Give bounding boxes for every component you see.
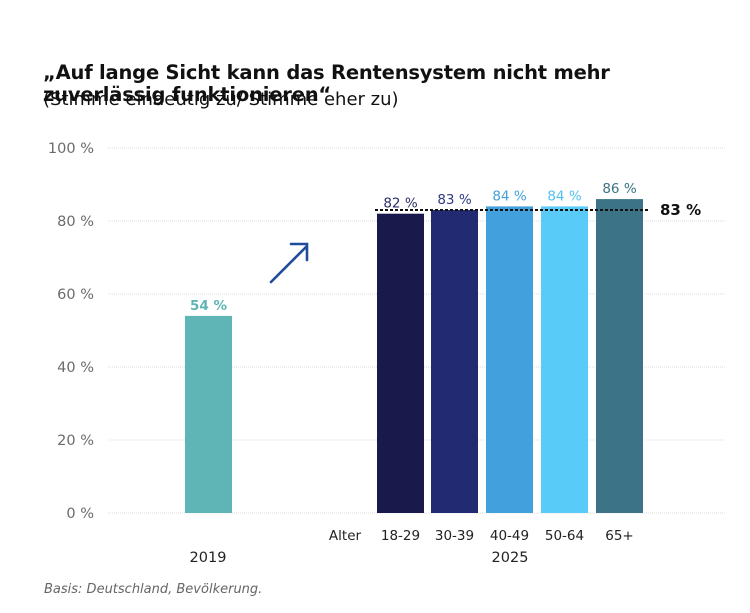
x-category-prefix: Alter — [329, 528, 362, 544]
data-label: 84 % — [547, 188, 581, 204]
data-label: 84 % — [492, 188, 526, 204]
data-label: 54 % — [190, 298, 227, 314]
bars — [185, 199, 643, 514]
x-group-label: 2025 — [492, 550, 529, 566]
x-group-label: 2019 — [190, 550, 227, 566]
average-label: 83 % — [660, 201, 701, 219]
data-labels: 54 % 82 % 83 % 84 % 84 % 86 % — [190, 181, 637, 314]
y-axis: 0 % 20 % 40 % 60 % 80 % 100 % — [48, 141, 94, 522]
y-tick-label: 40 % — [57, 360, 94, 376]
trend-arrow-icon — [269, 242, 309, 284]
y-tick-label: 20 % — [57, 433, 94, 449]
data-label: 83 % — [437, 192, 471, 208]
bar — [185, 315, 232, 513]
y-tick-label: 80 % — [57, 214, 94, 230]
y-tick-label: 60 % — [57, 287, 94, 303]
footnote: Basis: Deutschland, Bevölkerung. — [44, 582, 263, 597]
x-category-label: 50-64 — [545, 528, 584, 544]
y-tick-label: 0 % — [66, 506, 94, 522]
chart-subtitle: (Stimme eindeutig zu/ Stimme eher zu) — [43, 89, 399, 110]
x-category-label: 30-39 — [435, 528, 474, 544]
x-category-label: 40-49 — [490, 528, 529, 544]
bar — [596, 199, 643, 513]
reference-line: 83 % — [375, 201, 701, 219]
bar — [431, 210, 478, 514]
bar — [541, 206, 588, 513]
x-category-label: 65+ — [605, 528, 634, 544]
y-tick-label: 100 % — [48, 141, 94, 157]
chart-title: „Auf lange Sicht kann das Rentensystem n… — [43, 61, 610, 106]
bar — [486, 206, 533, 513]
data-label: 86 % — [602, 181, 636, 197]
bar — [377, 213, 424, 513]
x-axis: 2019 18-29 30-39 40-49 50-64 65+ 2025 Alter — [190, 528, 634, 566]
data-label: 82 % — [383, 196, 417, 212]
x-category-label: 18-29 — [381, 528, 420, 544]
